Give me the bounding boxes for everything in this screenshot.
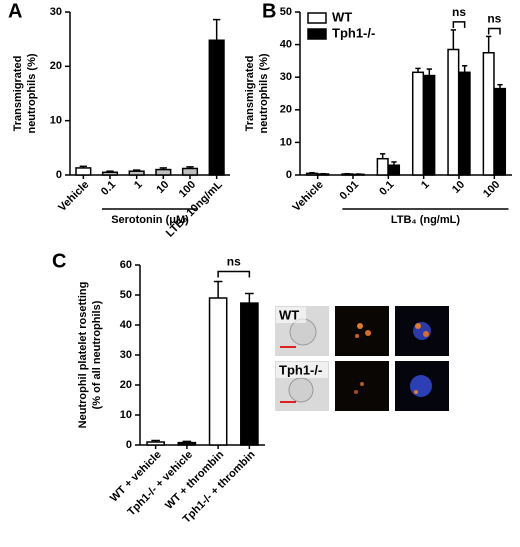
y-axis-label: Neutrophil platelet rosetting — [77, 282, 89, 429]
legend-swatch — [307, 12, 327, 24]
x-tick-label: Vehicle — [56, 179, 91, 214]
bar — [341, 173, 354, 176]
x-tick-label: 0.01 — [338, 179, 362, 203]
bar — [75, 167, 92, 176]
bar — [240, 302, 259, 446]
bar — [493, 87, 507, 176]
y-tick-label: 20 — [280, 104, 292, 116]
annotation: ns — [487, 12, 501, 26]
y-tick-label: 30 — [280, 71, 292, 83]
y-tick-label: 50 — [280, 6, 292, 18]
y-tick-label: 10 — [120, 409, 132, 421]
y-axis-label: neutrophils (%) — [26, 53, 38, 133]
bar — [376, 157, 389, 176]
x-tick-label: 100 — [177, 179, 198, 200]
bar — [387, 164, 401, 176]
bar — [458, 71, 471, 176]
y-tick-label: 20 — [120, 379, 132, 391]
bar — [208, 39, 225, 176]
y-tick-label: 0 — [126, 439, 132, 451]
legend-label: WT — [332, 9, 352, 24]
x-tick-label: 1 — [132, 179, 145, 192]
y-axis-label: (% of all neutrophils) — [91, 300, 103, 409]
bar — [317, 173, 330, 176]
bar — [305, 172, 319, 176]
y-tick-label: 40 — [280, 39, 292, 51]
group-label: LTB₄ (ng/mL) — [391, 214, 461, 226]
bar — [411, 71, 425, 176]
y-tick-label: 10 — [280, 136, 292, 148]
ns-bracket — [452, 21, 466, 28]
panel-letter: A — [8, 0, 22, 22]
y-tick-label: 60 — [120, 259, 132, 271]
y-tick-label: 20 — [50, 60, 62, 72]
x-tick-label: 10 — [450, 179, 467, 196]
bar — [181, 167, 199, 176]
bar — [208, 297, 228, 446]
y-axis-label: Transmigrated — [12, 56, 24, 132]
micrographs: WT Tph1-/- — [275, 306, 449, 411]
x-tick-label: 1 — [419, 179, 432, 192]
y-tick-label: 0 — [56, 169, 62, 181]
bar — [423, 74, 436, 176]
group-label: Serotonin (μM) — [111, 214, 189, 226]
x-tick-label: 100 — [481, 179, 502, 200]
x-tick-label: 10 — [154, 179, 171, 196]
x-tick-label: 0.1 — [377, 179, 396, 198]
y-tick-label: 30 — [50, 6, 62, 18]
micrograph-label: WT — [279, 307, 299, 322]
legend-swatch — [307, 28, 327, 40]
ns-bracket — [217, 270, 251, 278]
annotation: ns — [452, 5, 466, 19]
panel-letter: B — [262, 0, 276, 22]
ns-bracket — [487, 27, 501, 35]
panel-letter: C — [52, 250, 66, 272]
annotation: ns — [227, 255, 241, 269]
x-tick-label: 0.1 — [99, 179, 118, 198]
y-axis-label: neutrophils (%) — [258, 53, 270, 133]
bar — [101, 171, 119, 176]
bar — [146, 441, 165, 446]
micrograph-label: Tph1-/- — [279, 362, 322, 377]
y-tick-label: 0 — [286, 169, 292, 181]
bar — [177, 441, 197, 446]
y-tick-label: 40 — [120, 319, 132, 331]
bar — [128, 170, 145, 176]
bar — [155, 168, 172, 176]
bar — [447, 48, 460, 176]
legend-label: Tph1-/- — [332, 25, 375, 40]
y-tick-label: 50 — [120, 289, 132, 301]
x-tick-label: Vehicle — [291, 179, 326, 214]
y-tick-label: 10 — [50, 115, 62, 127]
bar — [352, 173, 365, 176]
y-tick-label: 30 — [120, 349, 132, 361]
y-axis-label: Transmigrated — [244, 56, 256, 132]
bar — [482, 52, 495, 176]
